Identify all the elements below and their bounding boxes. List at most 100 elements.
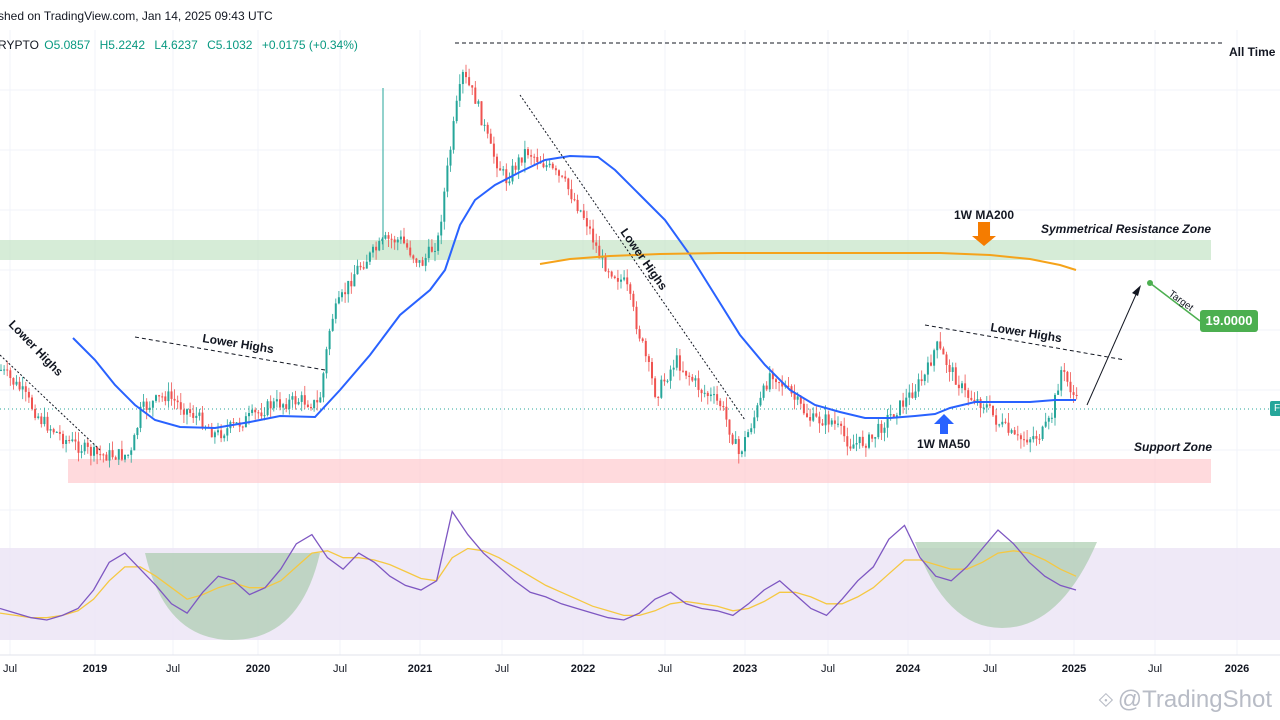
candle-body	[561, 175, 564, 177]
candle-body	[610, 271, 613, 277]
candle-body	[551, 163, 554, 169]
candle-body	[545, 165, 548, 168]
candle-body	[251, 409, 254, 413]
candle-body	[895, 415, 898, 418]
candle-body	[651, 362, 653, 379]
candle-body	[647, 356, 650, 363]
candle-body	[799, 396, 802, 404]
candle-body	[294, 396, 297, 405]
candle-body	[1050, 417, 1053, 419]
candle-body	[697, 378, 700, 390]
target-line	[1149, 282, 1201, 322]
candle-body	[961, 383, 963, 389]
candle-body	[871, 434, 874, 439]
candle-body	[598, 245, 601, 259]
candle-body	[1072, 392, 1075, 395]
candle-body	[666, 380, 669, 382]
candle-body	[629, 284, 632, 294]
candle-body	[93, 447, 95, 456]
ma50-arrow-icon	[934, 414, 954, 434]
candle-body	[688, 375, 691, 377]
candle-body	[517, 157, 520, 170]
candle-body	[889, 414, 892, 416]
candle-body	[446, 165, 449, 192]
candle-body	[148, 407, 151, 410]
candle-body	[843, 425, 846, 437]
candle-body	[378, 241, 381, 251]
candle-body	[43, 416, 46, 425]
candle-body	[117, 449, 120, 460]
candle-body	[173, 398, 176, 401]
candle-body	[1013, 430, 1016, 435]
candle-body	[458, 84, 461, 101]
candle-body	[291, 396, 294, 400]
candle-body	[855, 443, 858, 445]
candle-body	[189, 409, 192, 413]
candle-body	[192, 412, 195, 418]
open-value: O5.0857	[44, 38, 91, 52]
candle-body	[31, 397, 33, 409]
symbol-label[interactable]: RYPTO	[0, 38, 39, 52]
candle-body	[682, 370, 684, 372]
x-tick-label: 2020	[246, 663, 270, 675]
candle-body	[672, 367, 675, 370]
candle-body	[998, 424, 1001, 426]
candle-body	[83, 442, 86, 452]
candle-body	[49, 429, 52, 431]
candle-body	[846, 436, 849, 447]
candle-body	[728, 419, 731, 435]
candle-body	[1023, 439, 1025, 441]
candle-body	[554, 168, 557, 171]
candle-body	[957, 384, 960, 389]
candle-body	[635, 306, 638, 330]
candle-body	[744, 437, 746, 452]
candle-body	[15, 381, 18, 385]
candle-body	[220, 430, 223, 439]
candle-body	[489, 133, 492, 144]
candle-body	[768, 373, 771, 390]
candle-body	[434, 250, 436, 252]
watermark: ⟐ @TradingShot	[1098, 686, 1272, 714]
candle-body	[508, 181, 511, 184]
candle-body	[1047, 417, 1050, 422]
candle-body	[756, 405, 759, 418]
candle-body	[322, 373, 325, 398]
rsi-ma-line	[0, 547, 1077, 619]
x-tick-label: Jul	[495, 663, 509, 675]
candle-body	[381, 238, 384, 242]
target-label: Target	[1166, 289, 1195, 314]
candle-body	[917, 379, 920, 392]
candle-body	[254, 409, 257, 413]
candle-body	[437, 235, 440, 251]
candle-body	[257, 412, 260, 414]
candle-body	[725, 406, 728, 420]
candle-body	[24, 386, 27, 392]
candle-body	[970, 397, 973, 400]
candle-body	[306, 404, 309, 408]
candle-body	[68, 439, 71, 441]
candle-body	[223, 435, 226, 439]
candle-body	[840, 423, 843, 426]
trendline-lower-highs-1	[0, 354, 101, 451]
candle-body	[558, 170, 560, 176]
candle-body	[1060, 370, 1063, 391]
candle-body	[951, 367, 954, 373]
candle-body	[341, 292, 343, 298]
candle-body	[939, 341, 942, 349]
candle-body	[486, 124, 489, 134]
candle-body	[914, 391, 917, 398]
candle-body	[660, 379, 663, 398]
candle-body	[700, 389, 703, 394]
candle-body	[933, 350, 936, 366]
candle-body	[821, 423, 824, 426]
candle-body	[372, 246, 374, 253]
candle-body	[492, 143, 495, 157]
candle-body	[1063, 370, 1066, 372]
candle-body	[396, 239, 399, 243]
candle-body	[731, 434, 734, 444]
candle-body	[796, 396, 799, 400]
candle-body	[1038, 438, 1041, 440]
candle-body	[418, 260, 421, 263]
candle-body	[158, 395, 161, 397]
